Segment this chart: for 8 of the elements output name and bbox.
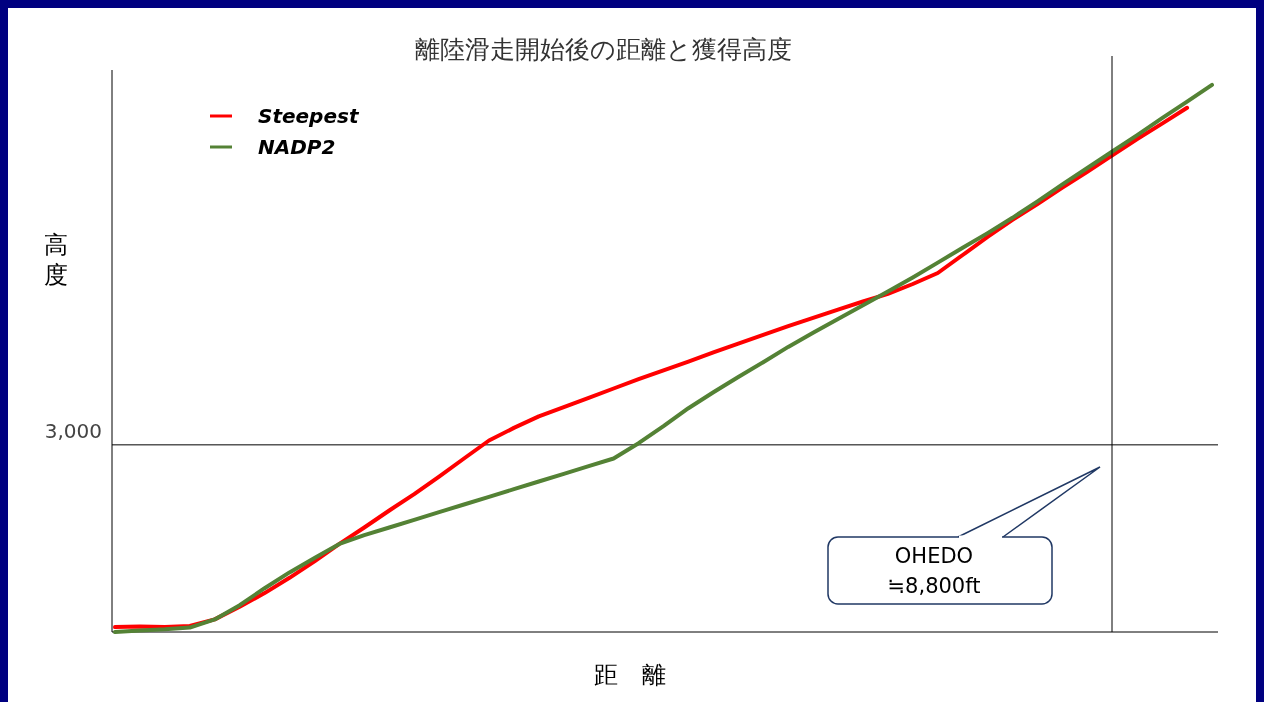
annotation: OHEDO ≒8,800ft (887, 544, 981, 598)
x-axis-title: 距 離 (594, 661, 666, 689)
text: 3,000 (44, 418, 102, 443)
legend-label: Steepest (258, 104, 360, 128)
callout: OHEDO ≒8,800ft (827, 466, 1101, 605)
legend-label: NADP2 (258, 135, 336, 159)
y-axis-title: 高度 (44, 231, 68, 289)
chart-title: 離陸滑走開始後の距離と獲得高度 (414, 35, 792, 64)
